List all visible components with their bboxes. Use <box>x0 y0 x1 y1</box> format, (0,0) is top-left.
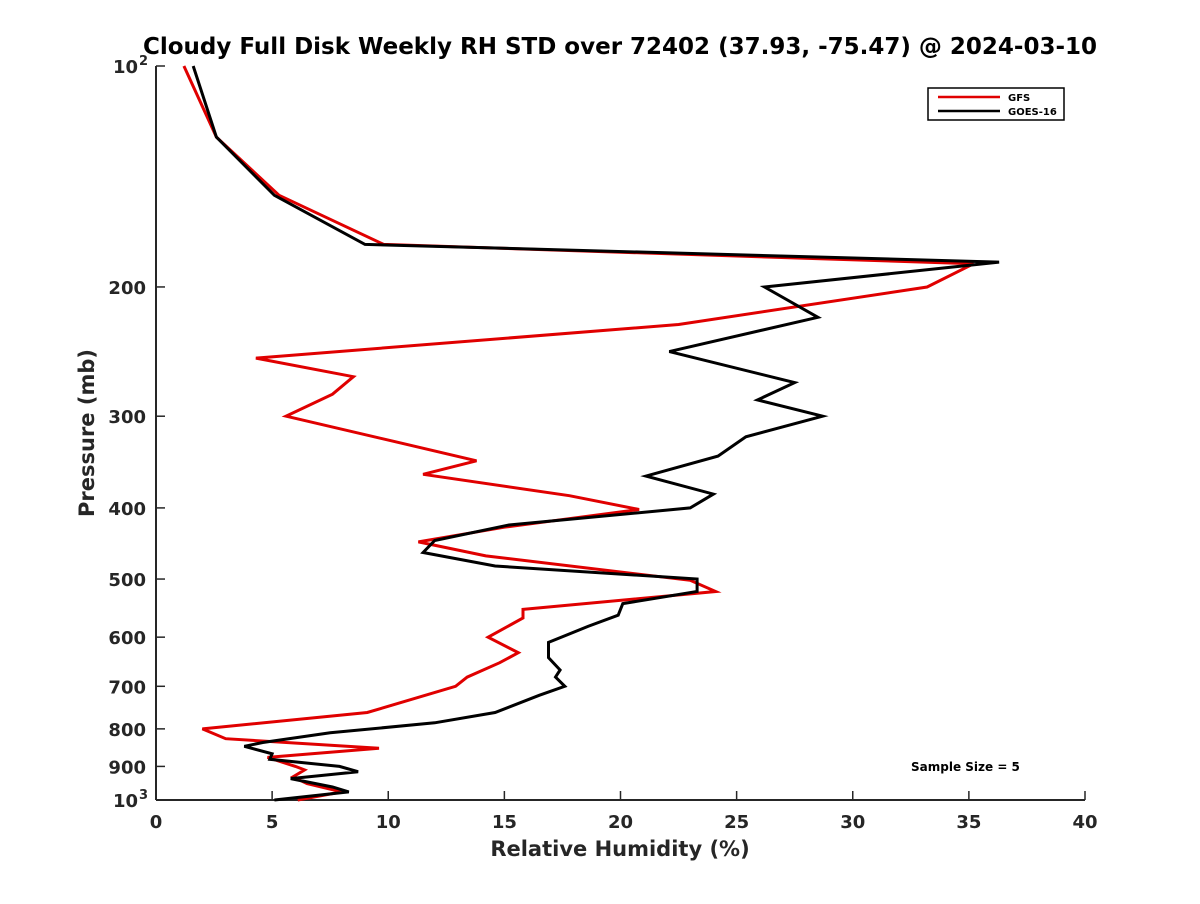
y-tick-label: 400 <box>108 499 146 520</box>
y-axis-label: Pressure (mb) <box>75 349 99 517</box>
x-tick-label: 30 <box>840 812 865 833</box>
sample-size-annotation: Sample Size = 5 <box>911 760 1020 774</box>
x-axis-ticks: 0 5 10 15 20 25 30 35 40 <box>150 791 1098 833</box>
y-tick-exponent: 2 <box>139 54 148 69</box>
x-axis-label: Relative Humidity (%) <box>490 837 749 861</box>
y-tick-label: 200 <box>108 278 146 299</box>
y-tick-label: 600 <box>108 628 146 649</box>
x-tick-label: 0 <box>150 812 163 833</box>
x-tick-label: 25 <box>724 812 749 833</box>
legend-label-goes16: GOES-16 <box>1008 107 1057 118</box>
x-tick-label: 10 <box>376 812 401 833</box>
x-tick-label: 20 <box>608 812 633 833</box>
legend-box <box>927 87 1065 121</box>
x-tick-label: 15 <box>492 812 517 833</box>
y-tick-label: 10 <box>113 57 138 78</box>
y-tick-label: 10 <box>113 791 138 812</box>
x-tick-label: 35 <box>956 812 981 833</box>
x-tick-label: 5 <box>266 812 279 833</box>
legend: GFS GOES-16 <box>927 87 1065 121</box>
series-lines <box>182 65 1000 802</box>
y-tick-label: 900 <box>108 757 146 778</box>
series-line-goes16 <box>191 65 1000 802</box>
x-tick-label: 40 <box>1072 812 1097 833</box>
y-tick-exponent: 3 <box>139 788 148 803</box>
legend-label-gfs: GFS <box>1008 93 1030 104</box>
chart-title: Cloudy Full Disk Weekly RH STD over 7240… <box>143 34 1097 60</box>
plot-area-frame <box>156 66 1085 800</box>
series-line-gfs <box>182 65 975 802</box>
y-tick-label: 800 <box>108 720 146 741</box>
y-tick-label: 700 <box>108 677 146 698</box>
y-tick-label: 300 <box>108 407 146 428</box>
y-tick-label: 500 <box>108 570 146 591</box>
